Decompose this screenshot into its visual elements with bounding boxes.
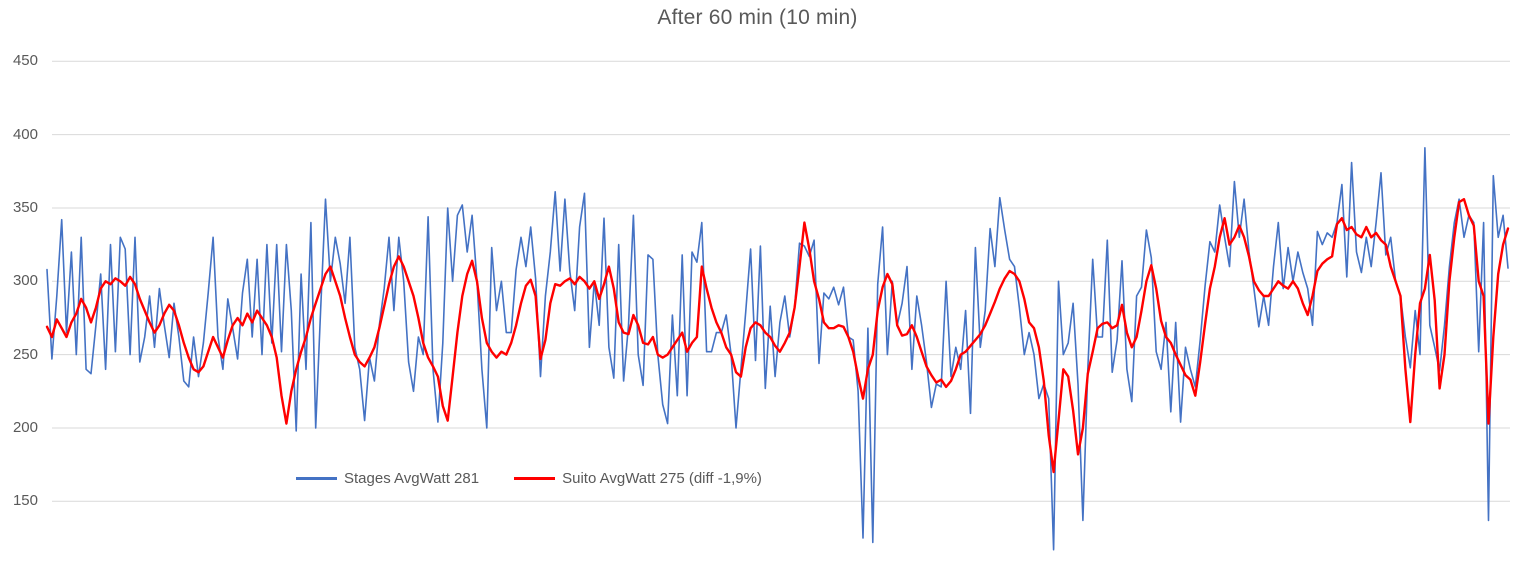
legend-line-sample-suito bbox=[514, 476, 556, 480]
chart-title: After 60 min (10 min) bbox=[657, 6, 858, 29]
legend-label-suito: Suito AvgWatt 275 (diff -1,9%) bbox=[562, 469, 762, 487]
y-tick-label-400: 400 bbox=[12, 125, 38, 143]
y-tick-label-250: 250 bbox=[12, 345, 38, 363]
legend-line-sample-stages bbox=[296, 476, 337, 480]
y-tick-label-450: 450 bbox=[12, 52, 38, 70]
legend-label-stages: Stages AvgWatt 281 bbox=[344, 469, 480, 487]
y-tick-label-200: 200 bbox=[12, 418, 38, 436]
y-axis-labels: 150 200 250 300 350 400 450 bbox=[0, 0, 38, 577]
legend: Stages AvgWatt 281 Suito AvgWatt 275 (di… bbox=[296, 468, 762, 488]
y-tick-label-300: 300 bbox=[12, 272, 38, 290]
legend-item-stages: Stages AvgWatt 281 bbox=[296, 470, 479, 487]
series-line-1 bbox=[45, 197, 1510, 474]
y-tick-label-150: 150 bbox=[12, 492, 38, 510]
legend-item-suito: Suito AvgWatt 275 (diff -1,9%) bbox=[514, 470, 762, 487]
y-tick-label-350: 350 bbox=[12, 198, 38, 216]
